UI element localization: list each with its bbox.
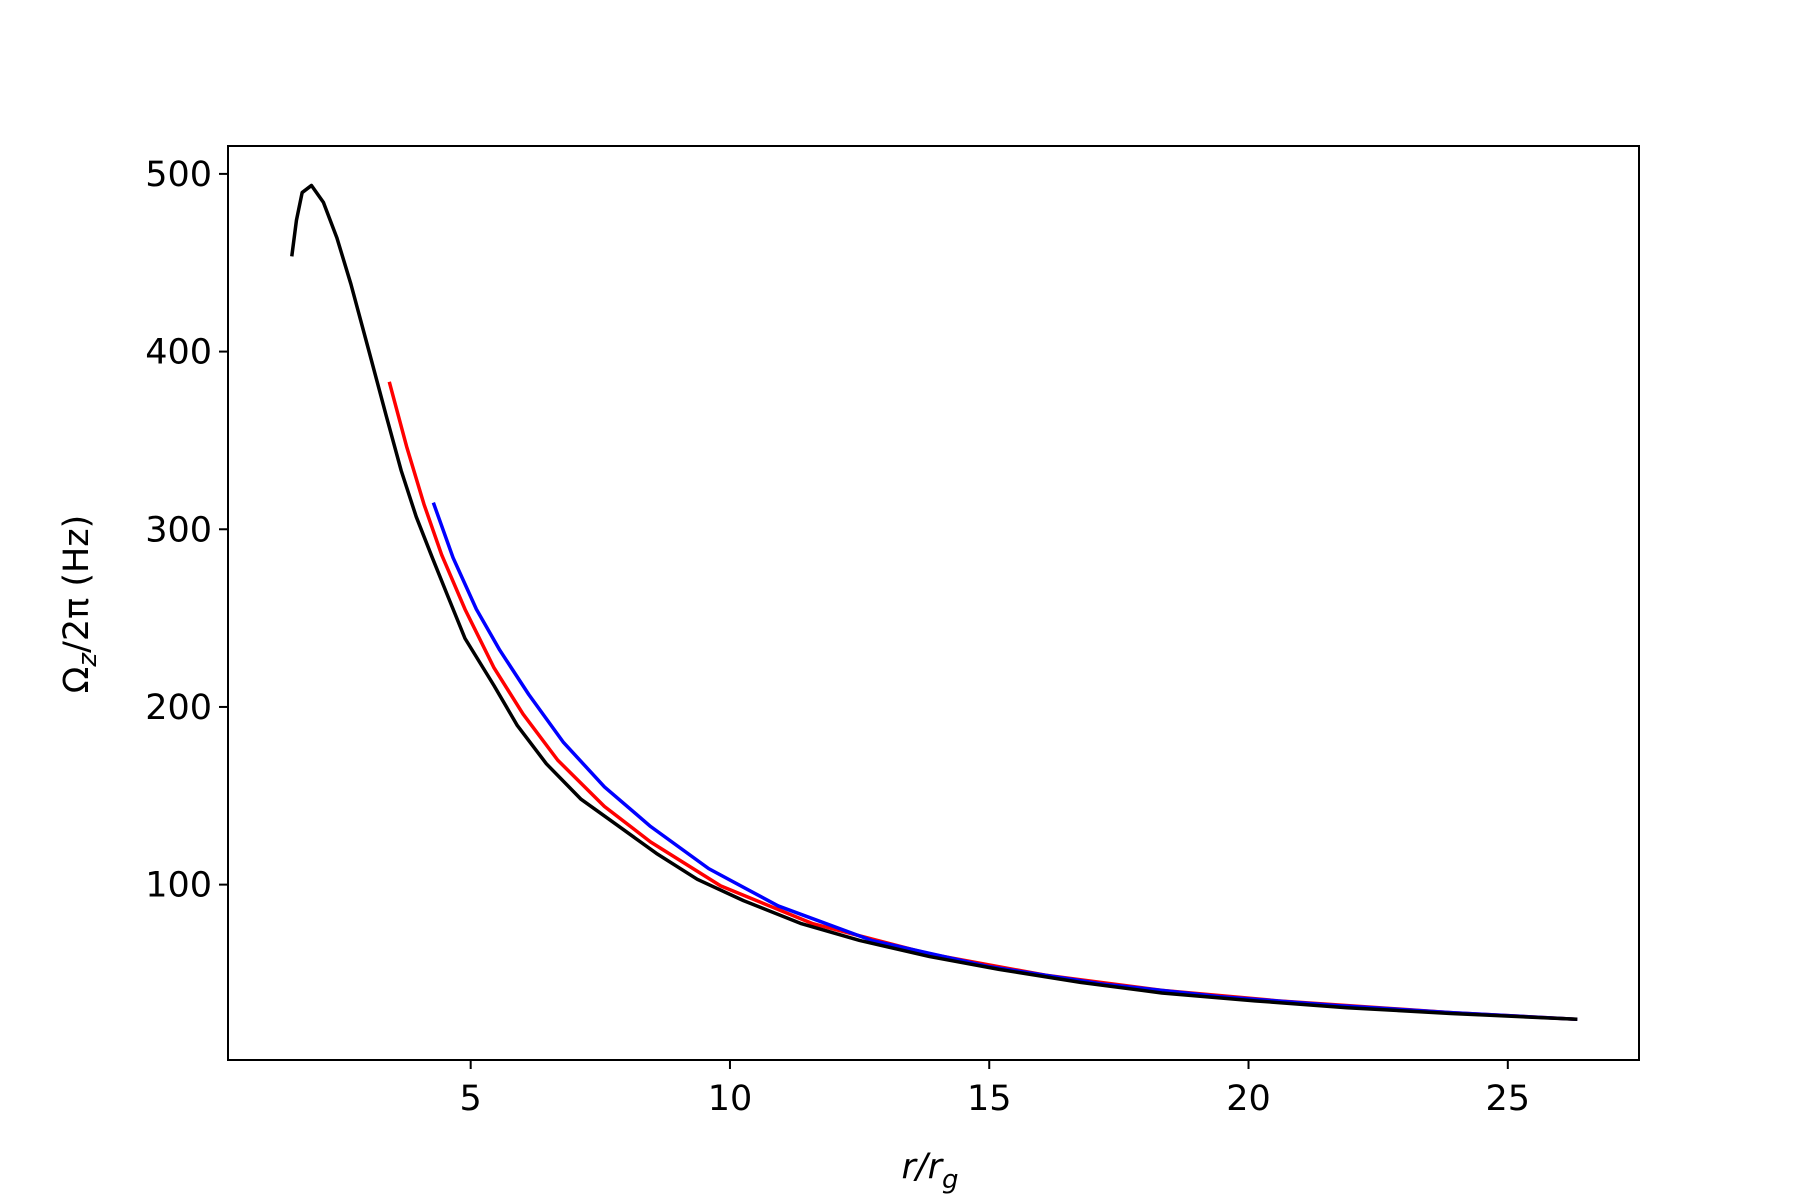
x-tick-label: 5 [460,1079,482,1119]
plot-area [290,183,1578,1022]
y-label-sub: z [73,652,103,668]
y-axis-label: Ωz/2π (Hz) [57,515,103,694]
y-tick-label: 400 [145,333,212,373]
x-tick-label: 15 [967,1079,1012,1119]
x-tick-label: 25 [1486,1079,1531,1119]
y-label-part: /2π (Hz) [57,515,97,653]
y-label-part: Ω [57,667,97,694]
x-tick-label: 10 [708,1079,753,1119]
y-tick-label: 500 [145,155,212,195]
series-line [290,183,1578,1022]
y-tick-label: 200 [145,688,212,728]
x-label-part: r/r [901,1147,944,1187]
y-tick-label: 100 [145,866,212,906]
y-tick-label: 300 [145,510,212,550]
x-label-sub: g [942,1165,959,1195]
x-axis-label: r/rg [901,1147,958,1195]
axes-frame [227,145,1640,1061]
x-tick-label: 20 [1226,1079,1271,1119]
